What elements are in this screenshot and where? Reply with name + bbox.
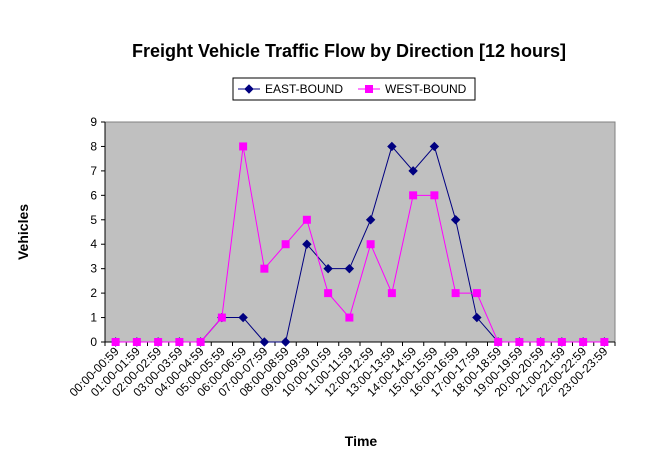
y-tick-label: 9: [90, 115, 97, 129]
y-tick-label: 4: [90, 237, 97, 251]
point: [536, 338, 545, 346]
point: [238, 312, 248, 323]
y-tick-label: 3: [90, 262, 97, 276]
point: [175, 338, 184, 346]
point: [472, 312, 482, 323]
point: [472, 289, 481, 298]
y-tick-label: 0: [90, 335, 97, 349]
point: [281, 240, 290, 249]
y-tick-label: 8: [90, 139, 97, 153]
point: [302, 215, 311, 224]
legend-box: [232, 77, 476, 101]
point: [302, 239, 312, 249]
point: [365, 215, 376, 225]
point: [430, 191, 439, 200]
point: [323, 263, 333, 274]
legend-label: WEST-BOUND: [385, 82, 467, 96]
point: [196, 338, 205, 346]
plot-area: [104, 121, 616, 343]
point: [280, 337, 291, 347]
y-tick-label: 2: [90, 286, 97, 300]
point: [409, 191, 418, 200]
chart-title: Freight Vehicle Traffic Flow by Directio…: [132, 41, 566, 61]
legend-marker: [244, 84, 254, 94]
point: [260, 264, 269, 273]
point: [557, 338, 566, 346]
point: [408, 166, 418, 176]
point: [515, 338, 524, 346]
legend-marker: [365, 85, 373, 93]
point: [345, 313, 354, 322]
point: [387, 141, 397, 152]
legend-label: EAST-BOUND: [265, 82, 343, 96]
point: [111, 338, 120, 346]
x-axis-label: Time: [345, 433, 378, 449]
y-axis-label: Vehicles: [15, 204, 31, 260]
point: [344, 263, 355, 274]
y-tick-label: 5: [90, 213, 97, 227]
y-tick-label: 1: [90, 311, 97, 325]
point: [494, 338, 503, 346]
point: [239, 142, 248, 151]
y-tick-label: 6: [90, 188, 97, 202]
point: [366, 240, 375, 249]
point: [600, 338, 609, 346]
point: [451, 289, 460, 298]
point: [324, 289, 333, 298]
point: [154, 338, 163, 346]
point: [450, 215, 461, 225]
point: [429, 141, 440, 152]
point: [579, 338, 588, 346]
point: [259, 337, 270, 347]
point: [217, 313, 226, 322]
point: [132, 338, 141, 346]
point: [387, 289, 396, 298]
y-tick-label: 7: [90, 164, 97, 178]
